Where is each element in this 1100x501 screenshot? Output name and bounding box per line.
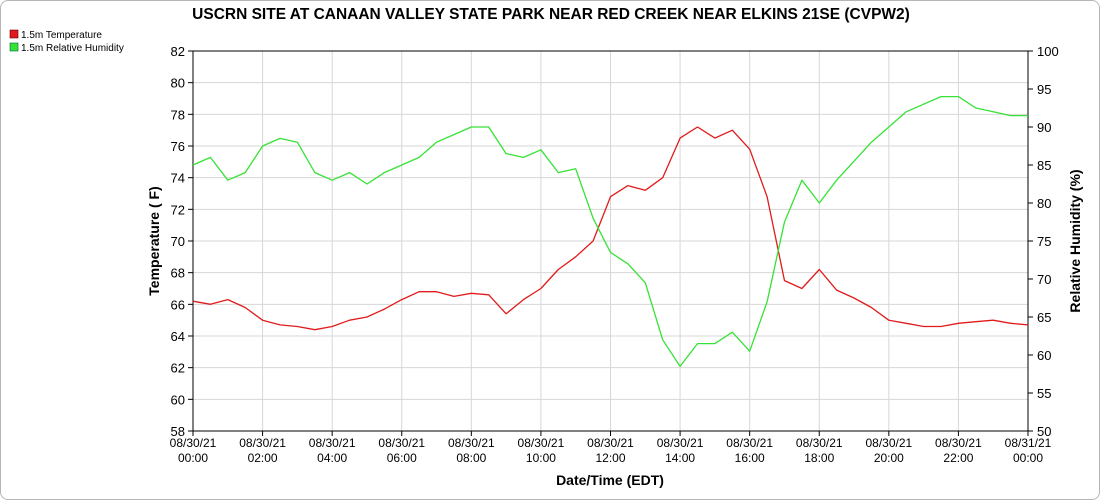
x-tick-time-label: 18:00 [804,451,834,465]
left-tick-label: 74 [171,171,185,186]
x-tick-date-label: 08/30/21 [935,436,982,450]
x-tick-time-label: 14:00 [665,451,695,465]
right-tick-label: 100 [1037,44,1059,59]
chart-title: USCRN SITE AT CANAAN VALLEY STATE PARK N… [192,6,910,23]
x-tick-time-label: 16:00 [735,451,765,465]
x-tick-date-label: 08/30/21 [587,436,634,450]
right-axis-title: Relative Humidity (%) [1067,169,1083,312]
relative-humidity-line [192,95,1028,368]
right-axis-ticks: 50 55 60 65 70 75 80 85 90 95 100 [1028,44,1059,439]
x-tick-date-label: 08/30/21 [239,436,286,450]
x-tick-time-label: 10:00 [526,451,556,465]
x-tick-time-label: 00:00 [1013,451,1043,465]
x-tick-date-label: 08/30/21 [726,436,773,450]
x-tick-date-label: 08/30/21 [309,436,356,450]
left-tick-label: 70 [171,234,185,249]
legend-label-temperature: 1.5m Temperature [21,30,102,41]
x-tick-time-label: 00:00 [178,451,208,465]
x-tick-date-label: 08/30/21 [448,436,495,450]
left-tick-label: 68 [171,266,185,281]
x-tick-date-label: 08/30/21 [170,436,217,450]
legend-swatch-temperature [9,29,19,39]
left-tick-label: 64 [171,329,185,344]
left-tick-label: 62 [171,361,185,376]
series-lines [192,95,1029,368]
left-axis-ticks: 58 60 62 64 66 68 70 72 74 76 78 80 82 [171,44,193,439]
x-tick-date-label: 08/30/21 [378,436,425,450]
right-tick-label: 70 [1037,272,1051,287]
legend: 1.5m Temperature 1.5m Relative Humidity [9,29,124,54]
x-tick-date-label: 08/30/21 [796,436,843,450]
x-axis-title: Date/Time (EDT) [556,472,664,488]
left-tick-label: 66 [171,297,185,312]
left-tick-label: 76 [171,139,185,154]
temperature-line [192,126,1029,331]
legend-label-humidity: 1.5m Relative Humidity [21,43,124,54]
x-tick-time-label: 20:00 [874,451,904,465]
right-tick-label: 80 [1037,196,1051,211]
right-tick-label: 75 [1037,234,1051,249]
gridlines [193,51,1028,431]
right-tick-label: 95 [1037,82,1051,97]
left-tick-label: 60 [171,392,185,407]
right-tick-label: 55 [1037,386,1051,401]
right-tick-label: 85 [1037,158,1051,173]
left-tick-label: 80 [171,76,185,91]
left-tick-label: 78 [171,107,185,122]
right-tick-label: 90 [1037,120,1051,135]
left-tick-label: 72 [171,202,185,217]
left-tick-label: 82 [171,44,185,59]
left-axis-title: Temperature ( F) [146,186,162,295]
left-tick-label: 58 [171,424,185,439]
x-tick-time-label: 12:00 [595,451,625,465]
x-tick-time-label: 02:00 [248,451,278,465]
x-tick-date-label: 08/30/21 [865,436,912,450]
x-tick-date-label: 08/30/21 [518,436,565,450]
x-axis-ticks: 08/30/2100:0008/30/2102:0008/30/2104:000… [170,431,1052,465]
x-tick-time-label: 08:00 [456,451,486,465]
x-tick-time-label: 04:00 [317,451,347,465]
x-tick-time-label: 22:00 [943,451,973,465]
x-tick-date-label: 08/30/21 [657,436,704,450]
legend-swatch-humidity [9,42,19,52]
right-tick-label: 50 [1037,424,1051,439]
x-tick-date-label: 08/31/21 [1005,436,1052,450]
right-tick-label: 60 [1037,348,1051,363]
x-tick-time-label: 06:00 [387,451,417,465]
right-tick-label: 65 [1037,310,1051,325]
